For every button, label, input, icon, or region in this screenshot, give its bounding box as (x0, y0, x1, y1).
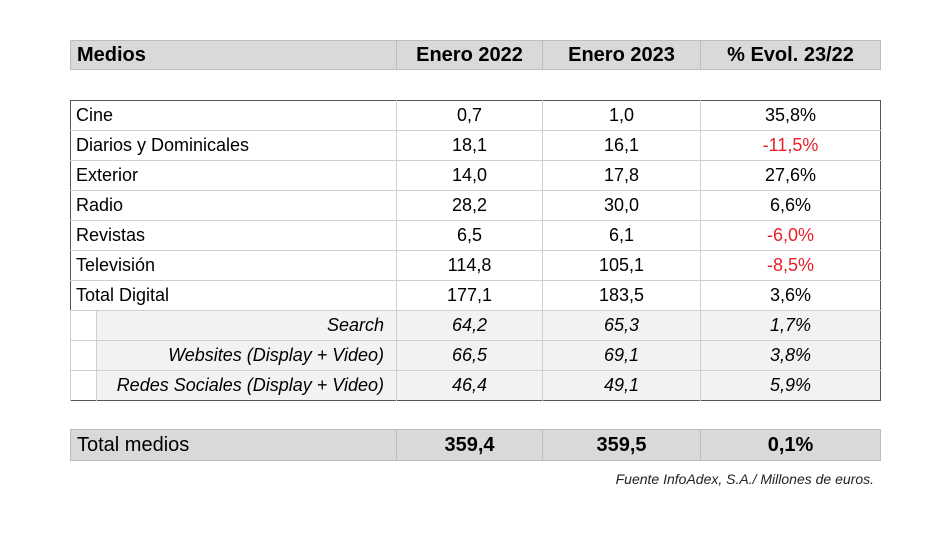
sub-row-value-2022: 66,5 (396, 340, 543, 371)
row-value-2022: 6,5 (396, 220, 543, 251)
row-value-2023: 1,0 (542, 100, 701, 131)
row-value-2022: 177,1 (396, 280, 543, 311)
row-value-2023: 17,8 (542, 160, 701, 191)
row-value-2023: 16,1 (542, 130, 701, 161)
row-label: Radio (70, 190, 397, 221)
total-table: Total medios 359,4 359,5 0,1% (70, 429, 881, 461)
row-evol: 27,6% (700, 160, 881, 191)
table-row: Revistas 6,5 6,1 -6,0% (70, 220, 881, 251)
row-label: Revistas (70, 220, 397, 251)
indent-spacer (70, 370, 97, 401)
row-label: Cine (76, 105, 114, 125)
row-value-2022: 14,0 (396, 160, 543, 191)
total-label: Total medios (77, 433, 190, 456)
total-value-2022: 359,4 (396, 429, 543, 461)
sub-row-evol: 1,7% (700, 310, 881, 341)
table-row: Radio 28,2 30,0 6,6% (70, 190, 881, 221)
table-row: Cine 0,7 1,0 35,8% (71, 100, 881, 131)
row-label: Diarios y Dominicales (70, 130, 397, 161)
header-table: Medios Enero 2022 Enero 2023 % Evol. 23/… (70, 40, 881, 70)
row-label: Exterior (70, 160, 397, 191)
header-enero-2023: Enero 2023 (542, 40, 701, 70)
table-row: Diarios y Dominicales 18,1 16,1 -11,5% (70, 130, 881, 161)
sub-row-value-2022: 46,4 (396, 370, 543, 401)
header-evol: % Evol. 23/22 (700, 40, 881, 70)
row-label: Televisión (70, 250, 397, 281)
row-label: Total Digital (70, 280, 397, 311)
row-evol: 35,8% (700, 100, 881, 131)
row-value-2023: 6,1 (542, 220, 701, 251)
media-table: Cine 0,7 1,0 35,8% Diarios y Dominicales… (70, 100, 881, 401)
total-row: Total medios 359,4 359,5 0,1% (71, 429, 881, 461)
sub-row-value-2023: 49,1 (542, 370, 701, 401)
header-row: Medios Enero 2022 Enero 2023 % Evol. 23/… (71, 40, 881, 70)
total-evol: 0,1% (700, 429, 881, 461)
row-value-2022: 114,8 (396, 250, 543, 281)
header-medios: Medios (77, 43, 146, 66)
sub-row-evol: 5,9% (700, 370, 881, 401)
sub-row-label: Websites (Display + Video) (96, 340, 397, 371)
row-evol: 6,6% (700, 190, 881, 221)
table-row: Total Digital 177,1 183,5 3,6% (70, 280, 881, 311)
sub-row-value-2023: 65,3 (542, 310, 701, 341)
row-value-2022: 0,7 (396, 100, 543, 131)
row-value-2023: 105,1 (542, 250, 701, 281)
sub-row-value-2023: 69,1 (542, 340, 701, 371)
indent-spacer (70, 310, 97, 341)
sub-row-label: Search (96, 310, 397, 341)
table-row: Exterior 14,0 17,8 27,6% (70, 160, 881, 191)
row-evol: 3,6% (700, 280, 881, 311)
header-enero-2022: Enero 2022 (396, 40, 543, 70)
sub-row: Search 64,2 65,3 1,7% (70, 310, 881, 341)
sub-row-evol: 3,8% (700, 340, 881, 371)
source-note: Fuente InfoAdex, S.A./ Millones de euros… (615, 471, 874, 487)
row-evol: -11,5% (700, 130, 881, 161)
row-value-2022: 28,2 (396, 190, 543, 221)
row-evol: -8,5% (700, 250, 881, 281)
sub-row: Websites (Display + Video) 66,5 69,1 3,8… (70, 340, 881, 371)
sub-row-value-2022: 64,2 (396, 310, 543, 341)
row-value-2022: 18,1 (396, 130, 543, 161)
row-value-2023: 30,0 (542, 190, 701, 221)
sub-row-label: Redes Sociales (Display + Video) (96, 370, 397, 401)
row-evol: -6,0% (700, 220, 881, 251)
sub-row: Redes Sociales (Display + Video) 46,4 49… (70, 370, 881, 401)
table-row: Televisión 114,8 105,1 -8,5% (70, 250, 881, 281)
indent-spacer (70, 340, 97, 371)
row-value-2023: 183,5 (542, 280, 701, 311)
total-value-2023: 359,5 (542, 429, 701, 461)
